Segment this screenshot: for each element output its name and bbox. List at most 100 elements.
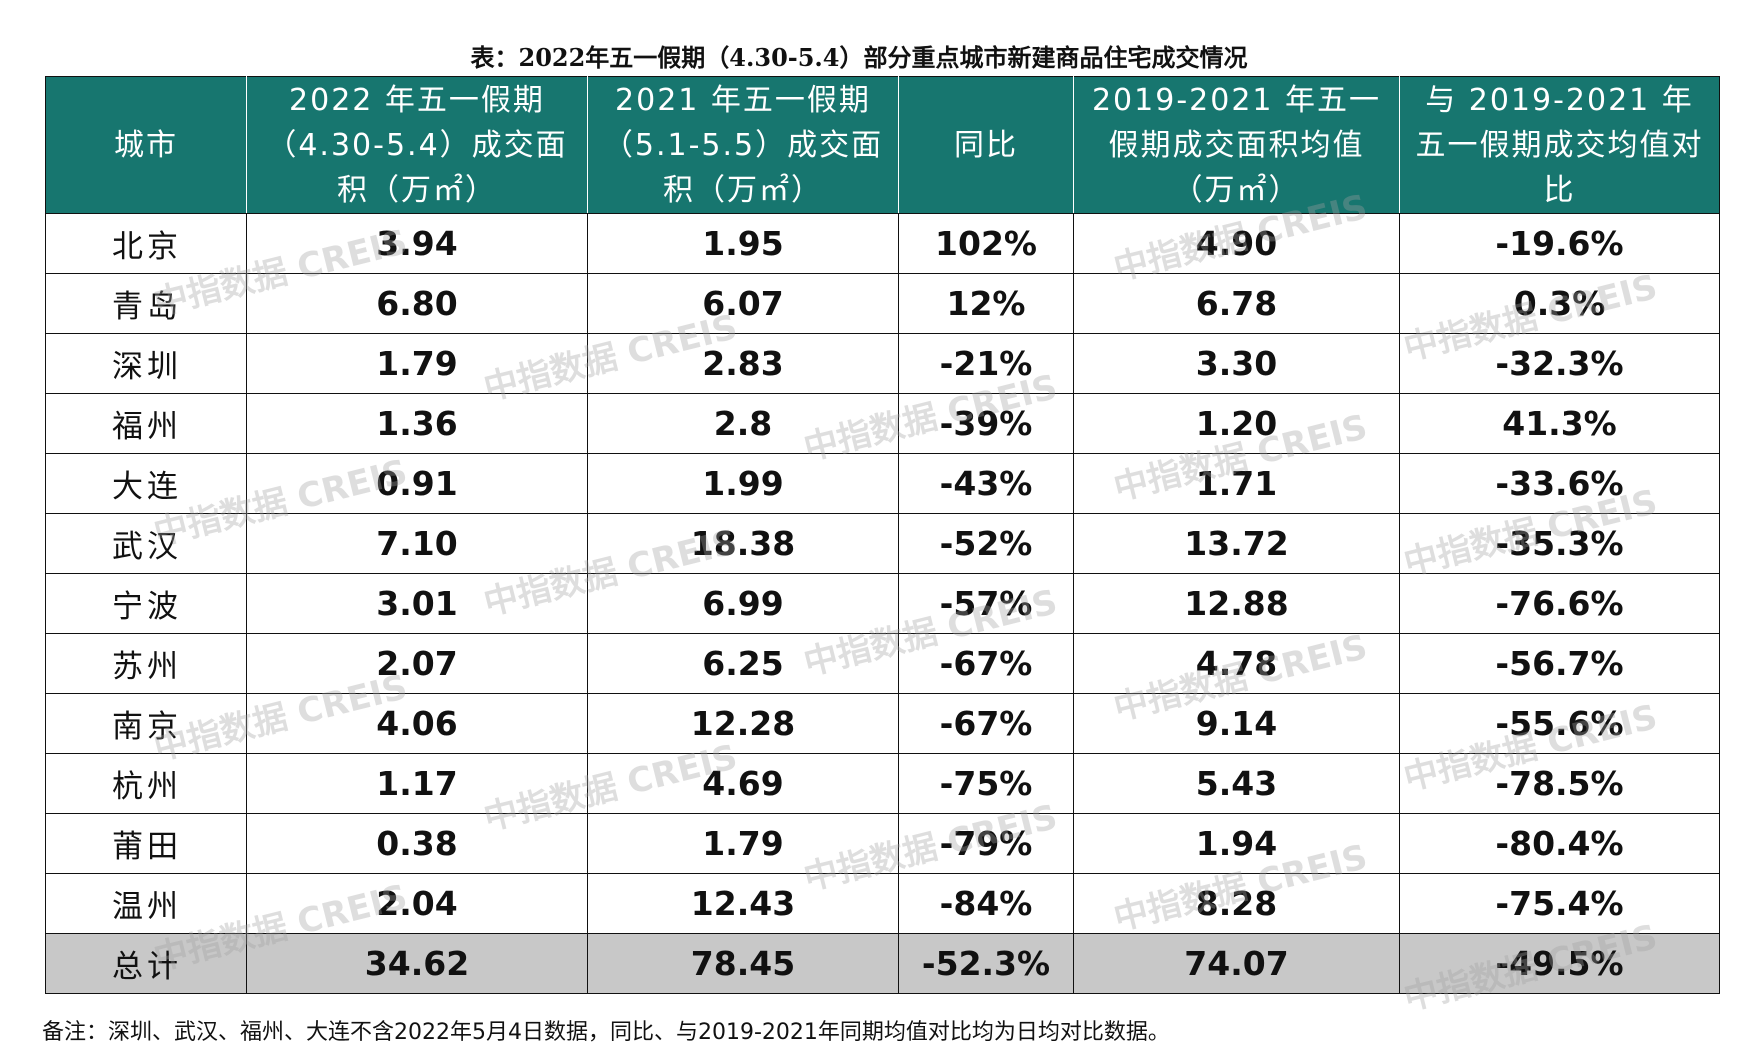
cell-city: 苏州 [45, 633, 247, 694]
cell-area-2022: 0.38 [246, 813, 588, 874]
table-row: 青岛 6.80 6.07 12% 6.78 0.3% [45, 273, 1720, 334]
cell-avg-2019-2021: 74.07 [1073, 933, 1400, 994]
cell-area-2022: 1.17 [246, 753, 588, 814]
cell-avg-2019-2021: 1.71 [1073, 453, 1400, 514]
cell-area-2022: 3.01 [246, 573, 588, 634]
cell-vs-avg: 41.3% [1399, 393, 1720, 454]
table-body: 北京 3.94 1.95 102% 4.90 -19.6% 青岛 6.80 6.07 12% 6.7… [45, 213, 1720, 994]
cell-yoy: -57% [898, 573, 1074, 634]
cell-area-2022: 7.10 [246, 513, 588, 574]
cell-area-2022: 6.80 [246, 273, 588, 334]
table-title: 表：2022年五一假期（4.30-5.4）部分重点城市新建商品住宅成交情况 [470, 43, 1248, 72]
cell-yoy: -79% [898, 813, 1074, 874]
cell-yoy: -67% [898, 693, 1074, 754]
cell-city: 武汉 [45, 513, 247, 574]
table-row: 苏州 2.07 6.25 -67% 4.78 -56.7% [45, 633, 1720, 694]
cell-city: 北京 [45, 213, 247, 274]
cell-city: 杭州 [45, 753, 247, 814]
cell-avg-2019-2021: 3.30 [1073, 333, 1400, 394]
cell-yoy: -75% [898, 753, 1074, 814]
cell-area-2022: 4.06 [246, 693, 588, 754]
total-row: 总计 34.62 78.45 -52.3% 74.07 -49.5% [45, 933, 1720, 994]
cell-avg-2019-2021: 1.20 [1073, 393, 1400, 454]
cell-area-2022: 1.79 [246, 333, 588, 394]
cell-vs-avg: 0.3% [1399, 273, 1720, 334]
cell-vs-avg: -76.6% [1399, 573, 1720, 634]
table-row: 宁波 3.01 6.99 -57% 12.88 -76.6% [45, 573, 1720, 634]
cell-yoy: 102% [898, 213, 1074, 274]
cell-avg-2019-2021: 6.78 [1073, 273, 1400, 334]
housing-transaction-table: 城市 2022 年五一假期（4.30-5.4）成交面积（万㎡） 2021 年五一… [45, 76, 1720, 994]
cell-area-2021: 78.45 [587, 933, 899, 994]
cell-yoy: -67% [898, 633, 1074, 694]
cell-vs-avg: -33.6% [1399, 453, 1720, 514]
cell-avg-2019-2021: 4.90 [1073, 213, 1400, 274]
cell-vs-avg: -80.4% [1399, 813, 1720, 874]
header-2021-area: 2021 年五一假期（5.1-5.5）成交面积（万㎡） [587, 76, 899, 214]
cell-area-2021: 6.25 [587, 633, 899, 694]
cell-city: 南京 [45, 693, 247, 754]
cell-area-2021: 6.99 [587, 573, 899, 634]
table-row: 福州 1.36 2.8 -39% 1.20 41.3% [45, 393, 1720, 454]
cell-avg-2019-2021: 4.78 [1073, 633, 1400, 694]
cell-avg-2019-2021: 1.94 [1073, 813, 1400, 874]
cell-area-2021: 6.07 [587, 273, 899, 334]
cell-vs-avg: -56.7% [1399, 633, 1720, 694]
table-row: 深圳 1.79 2.83 -21% 3.30 -32.3% [45, 333, 1720, 394]
cell-yoy: -21% [898, 333, 1074, 394]
cell-city: 温州 [45, 873, 247, 934]
cell-vs-avg: -75.4% [1399, 873, 1720, 934]
header-vs-avg: 与 2019-2021 年五一假期成交均值对比 [1399, 76, 1720, 214]
footnote: 备注：深圳、武汉、福州、大连不含2022年5月4日数据，同比、与2019-202… [42, 1020, 1170, 1045]
header-city: 城市 [45, 76, 247, 214]
table-row: 武汉 7.10 18.38 -52% 13.72 -35.3% [45, 513, 1720, 574]
cell-yoy: -43% [898, 453, 1074, 514]
cell-avg-2019-2021: 9.14 [1073, 693, 1400, 754]
cell-city: 青岛 [45, 273, 247, 334]
cell-avg-2019-2021: 8.28 [1073, 873, 1400, 934]
cell-area-2022: 0.91 [246, 453, 588, 514]
cell-vs-avg: -49.5% [1399, 933, 1720, 994]
cell-city: 宁波 [45, 573, 247, 634]
cell-city: 总计 [45, 933, 247, 994]
cell-city: 福州 [45, 393, 247, 454]
cell-yoy: 12% [898, 273, 1074, 334]
cell-area-2021: 1.95 [587, 213, 899, 274]
cell-yoy: -52% [898, 513, 1074, 574]
table-row: 莆田 0.38 1.79 -79% 1.94 -80.4% [45, 813, 1720, 874]
table-row: 大连 0.91 1.99 -43% 1.71 -33.6% [45, 453, 1720, 514]
cell-yoy: -39% [898, 393, 1074, 454]
cell-avg-2019-2021: 5.43 [1073, 753, 1400, 814]
cell-area-2022: 3.94 [246, 213, 588, 274]
cell-area-2021: 1.79 [587, 813, 899, 874]
header-2019-2021-avg: 2019-2021 年五一假期成交面积均值（万㎡） [1073, 76, 1400, 214]
table-row: 温州 2.04 12.43 -84% 8.28 -75.4% [45, 873, 1720, 934]
cell-city: 深圳 [45, 333, 247, 394]
table-row: 杭州 1.17 4.69 -75% 5.43 -78.5% [45, 753, 1720, 814]
cell-area-2021: 1.99 [587, 453, 899, 514]
cell-area-2022: 1.36 [246, 393, 588, 454]
cell-vs-avg: -32.3% [1399, 333, 1720, 394]
header-2022-area: 2022 年五一假期（4.30-5.4）成交面积（万㎡） [246, 76, 588, 214]
table-row: 北京 3.94 1.95 102% 4.90 -19.6% [45, 213, 1720, 274]
cell-area-2022: 2.07 [246, 633, 588, 694]
cell-avg-2019-2021: 12.88 [1073, 573, 1400, 634]
cell-avg-2019-2021: 13.72 [1073, 513, 1400, 574]
cell-area-2022: 34.62 [246, 933, 588, 994]
table-row: 南京 4.06 12.28 -67% 9.14 -55.6% [45, 693, 1720, 754]
cell-area-2021: 12.43 [587, 873, 899, 934]
header-row: 城市 2022 年五一假期（4.30-5.4）成交面积（万㎡） 2021 年五一… [45, 76, 1720, 214]
cell-city: 大连 [45, 453, 247, 514]
cell-vs-avg: -19.6% [1399, 213, 1720, 274]
cell-yoy: -84% [898, 873, 1074, 934]
cell-yoy: -52.3% [898, 933, 1074, 994]
cell-city: 莆田 [45, 813, 247, 874]
header-yoy: 同比 [898, 76, 1074, 214]
cell-area-2021: 12.28 [587, 693, 899, 754]
cell-area-2021: 2.8 [587, 393, 899, 454]
cell-area-2021: 18.38 [587, 513, 899, 574]
cell-vs-avg: -78.5% [1399, 753, 1720, 814]
cell-vs-avg: -55.6% [1399, 693, 1720, 754]
cell-vs-avg: -35.3% [1399, 513, 1720, 574]
cell-area-2022: 2.04 [246, 873, 588, 934]
